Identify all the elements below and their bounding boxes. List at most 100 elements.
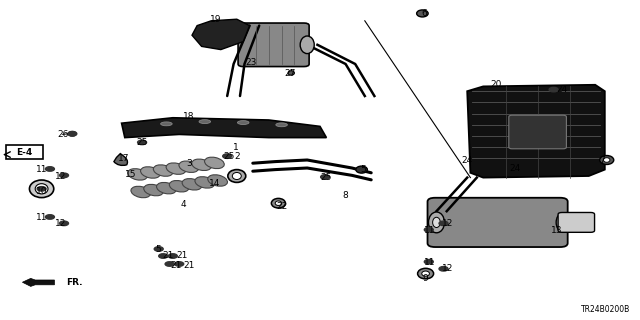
Polygon shape	[467, 85, 605, 178]
Text: 14: 14	[209, 180, 220, 188]
Ellipse shape	[276, 123, 287, 127]
Circle shape	[165, 262, 174, 266]
Text: 5: 5	[156, 245, 161, 254]
Circle shape	[60, 173, 68, 178]
Text: 5: 5	[361, 165, 366, 174]
Ellipse shape	[141, 167, 160, 178]
Text: 20: 20	[490, 80, 502, 89]
PathPatch shape	[114, 154, 127, 165]
Ellipse shape	[604, 158, 610, 162]
Circle shape	[439, 221, 448, 226]
Polygon shape	[122, 118, 326, 138]
Ellipse shape	[417, 10, 428, 17]
Ellipse shape	[237, 121, 249, 124]
Text: 12: 12	[55, 220, 67, 228]
Ellipse shape	[29, 180, 54, 197]
Circle shape	[37, 187, 46, 191]
Text: 4: 4	[181, 200, 186, 209]
Ellipse shape	[356, 166, 367, 173]
Circle shape	[159, 254, 168, 258]
Ellipse shape	[182, 179, 202, 190]
Text: 21: 21	[163, 252, 174, 260]
Circle shape	[168, 254, 177, 258]
Text: 13: 13	[551, 226, 563, 235]
Circle shape	[175, 262, 184, 266]
Text: 25: 25	[321, 173, 332, 182]
Text: TR24B0200B: TR24B0200B	[581, 305, 630, 314]
Text: 10: 10	[36, 188, 47, 196]
Text: 27: 27	[284, 69, 296, 78]
Ellipse shape	[35, 184, 48, 194]
Ellipse shape	[422, 271, 429, 276]
Text: 3: 3	[186, 159, 191, 168]
Circle shape	[424, 228, 433, 232]
Text: 24: 24	[556, 85, 568, 94]
Ellipse shape	[228, 170, 246, 182]
Text: 24: 24	[461, 156, 473, 164]
Circle shape	[321, 175, 330, 179]
Text: 9: 9	[423, 274, 428, 283]
Text: 26: 26	[57, 130, 68, 139]
Text: 21: 21	[183, 261, 195, 270]
Text: 15: 15	[125, 170, 137, 179]
Text: 22: 22	[276, 202, 287, 211]
Text: 12: 12	[55, 172, 67, 180]
Ellipse shape	[232, 172, 241, 180]
Circle shape	[45, 215, 54, 219]
Text: E-4: E-4	[16, 148, 33, 156]
Text: 25: 25	[136, 138, 148, 147]
Ellipse shape	[68, 132, 76, 136]
Circle shape	[424, 260, 433, 264]
Ellipse shape	[208, 175, 227, 186]
FancyBboxPatch shape	[238, 23, 309, 67]
Ellipse shape	[131, 186, 150, 198]
Ellipse shape	[433, 217, 440, 228]
Ellipse shape	[556, 214, 568, 231]
Polygon shape	[192, 19, 250, 50]
Ellipse shape	[166, 163, 186, 174]
Circle shape	[439, 267, 448, 271]
Ellipse shape	[199, 120, 211, 124]
Text: 12: 12	[442, 220, 454, 228]
Circle shape	[45, 167, 54, 171]
Text: 19: 19	[210, 15, 221, 24]
Ellipse shape	[195, 177, 214, 188]
Text: 7: 7	[599, 156, 604, 164]
Text: 23: 23	[246, 58, 257, 67]
Ellipse shape	[179, 161, 198, 172]
FancyBboxPatch shape	[509, 115, 566, 149]
Text: 11: 11	[424, 226, 436, 235]
Circle shape	[223, 154, 232, 158]
Polygon shape	[22, 278, 54, 286]
Ellipse shape	[161, 122, 172, 126]
Ellipse shape	[275, 201, 282, 205]
Ellipse shape	[429, 212, 445, 233]
Text: 2: 2	[234, 152, 239, 161]
Ellipse shape	[300, 36, 314, 54]
Ellipse shape	[205, 157, 224, 169]
Text: 11: 11	[424, 258, 436, 267]
Circle shape	[138, 140, 147, 145]
FancyBboxPatch shape	[558, 212, 595, 232]
Text: 8: 8	[343, 191, 348, 200]
Ellipse shape	[128, 169, 147, 180]
Ellipse shape	[418, 268, 434, 279]
Text: 1: 1	[233, 143, 238, 152]
Text: 11: 11	[36, 165, 47, 174]
Text: 17: 17	[118, 154, 129, 163]
Ellipse shape	[170, 180, 189, 192]
Text: 21: 21	[170, 261, 182, 270]
Circle shape	[68, 132, 77, 136]
Text: 6: 6	[422, 9, 427, 18]
Text: 25: 25	[223, 152, 235, 161]
FancyBboxPatch shape	[428, 198, 568, 247]
Text: 24: 24	[509, 164, 521, 172]
Ellipse shape	[288, 71, 294, 75]
Ellipse shape	[271, 198, 285, 208]
Ellipse shape	[192, 159, 211, 171]
Text: FR.: FR.	[66, 278, 83, 287]
FancyBboxPatch shape	[6, 145, 43, 159]
Ellipse shape	[157, 182, 176, 194]
Circle shape	[549, 87, 558, 92]
Ellipse shape	[154, 165, 173, 176]
